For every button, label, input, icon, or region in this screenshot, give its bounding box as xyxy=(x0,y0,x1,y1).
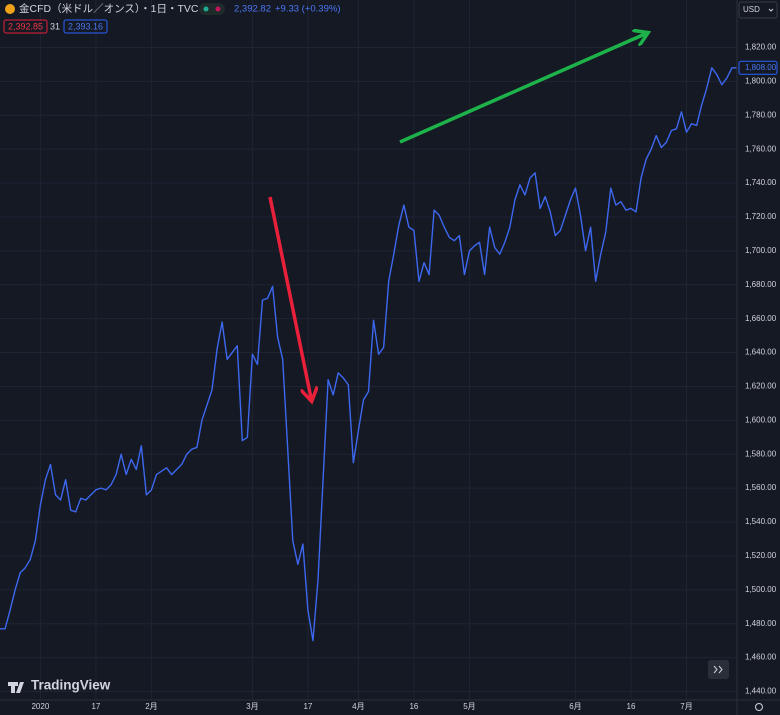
y-tick-label: 1,640.00 xyxy=(745,348,777,357)
y-tick-label: 1,660.00 xyxy=(745,314,777,323)
y-tick-label: 1,580.00 xyxy=(745,449,777,458)
axis: 1,440.00 1,460.00 1,480.00 1,500.00 1,520.00… xyxy=(31,43,778,711)
x-tick-label: 4月 xyxy=(352,702,364,711)
x-tick-label: 5月 xyxy=(463,702,475,711)
scroll-button[interactable] xyxy=(708,660,729,679)
grid xyxy=(0,0,737,700)
change: +9.33 (+0.39%) xyxy=(275,4,341,15)
bid[interactable]: 2,392.85 xyxy=(8,21,43,31)
symbol-icon xyxy=(5,4,15,14)
y-tick-label: 1,440.00 xyxy=(745,687,777,696)
currency[interactable]: USD xyxy=(743,5,760,14)
x-tick-label: 16 xyxy=(627,702,636,711)
x-tick-label: 17 xyxy=(303,702,312,711)
currency-caret xyxy=(768,8,774,12)
y-tick-label: 1,480.00 xyxy=(745,619,777,628)
price-line xyxy=(0,67,737,642)
settings-icon[interactable] xyxy=(755,703,763,711)
price-label-box xyxy=(738,60,778,75)
y-tick-label: 1,700.00 xyxy=(745,246,777,255)
status-dot xyxy=(203,6,209,12)
ask-box[interactable] xyxy=(63,19,108,34)
x-tick-label: 16 xyxy=(409,702,418,711)
symbol: 金CFD（米ドル／オンス）・1日・TVC xyxy=(19,2,199,15)
ask[interactable]: 2,393.16 xyxy=(68,21,103,31)
status-dot xyxy=(215,6,221,12)
price-label: 1,808.00 xyxy=(745,63,777,72)
y-tick-label: 1,560.00 xyxy=(745,483,777,492)
price: 2,392.82 xyxy=(234,4,271,15)
y-tick-label: 1,820.00 xyxy=(745,43,777,52)
y-tick-label: 1,780.00 xyxy=(745,110,777,119)
x-tick-label: 3月 xyxy=(246,702,258,711)
x-tick-label: 2月 xyxy=(145,702,157,711)
y-tick-label: 1,600.00 xyxy=(745,415,777,424)
y-tick-label: 1,460.00 xyxy=(745,653,777,662)
status-pill xyxy=(199,3,225,15)
y-tick-label: 1,680.00 xyxy=(745,280,777,289)
spread: 31 xyxy=(50,21,60,31)
x-tick-label: 6月 xyxy=(569,702,581,711)
y-tick-label: 1,720.00 xyxy=(745,212,777,221)
scroll-icon xyxy=(713,665,723,674)
plot xyxy=(0,67,737,642)
up-arrow xyxy=(399,34,645,144)
y-tick-label: 1,620.00 xyxy=(745,382,777,391)
currency-box[interactable] xyxy=(738,1,778,19)
down-arrow xyxy=(268,196,311,398)
y-tick-label: 1,520.00 xyxy=(745,551,777,560)
y-tick-label: 1,740.00 xyxy=(745,178,777,187)
x-tick-label: 17 xyxy=(91,702,100,711)
x-tick-label: 7月 xyxy=(680,702,692,711)
y-tick-label: 1,500.00 xyxy=(745,585,777,594)
brand: TradingView xyxy=(31,678,111,693)
y-tick-label: 1,540.00 xyxy=(745,517,777,526)
y-tick-label: 1,760.00 xyxy=(745,144,777,153)
y-tick-label: 1,800.00 xyxy=(745,76,777,85)
bid-box[interactable] xyxy=(3,19,48,34)
brand-logo xyxy=(8,682,24,693)
x-tick-label: 2020 xyxy=(31,702,49,711)
